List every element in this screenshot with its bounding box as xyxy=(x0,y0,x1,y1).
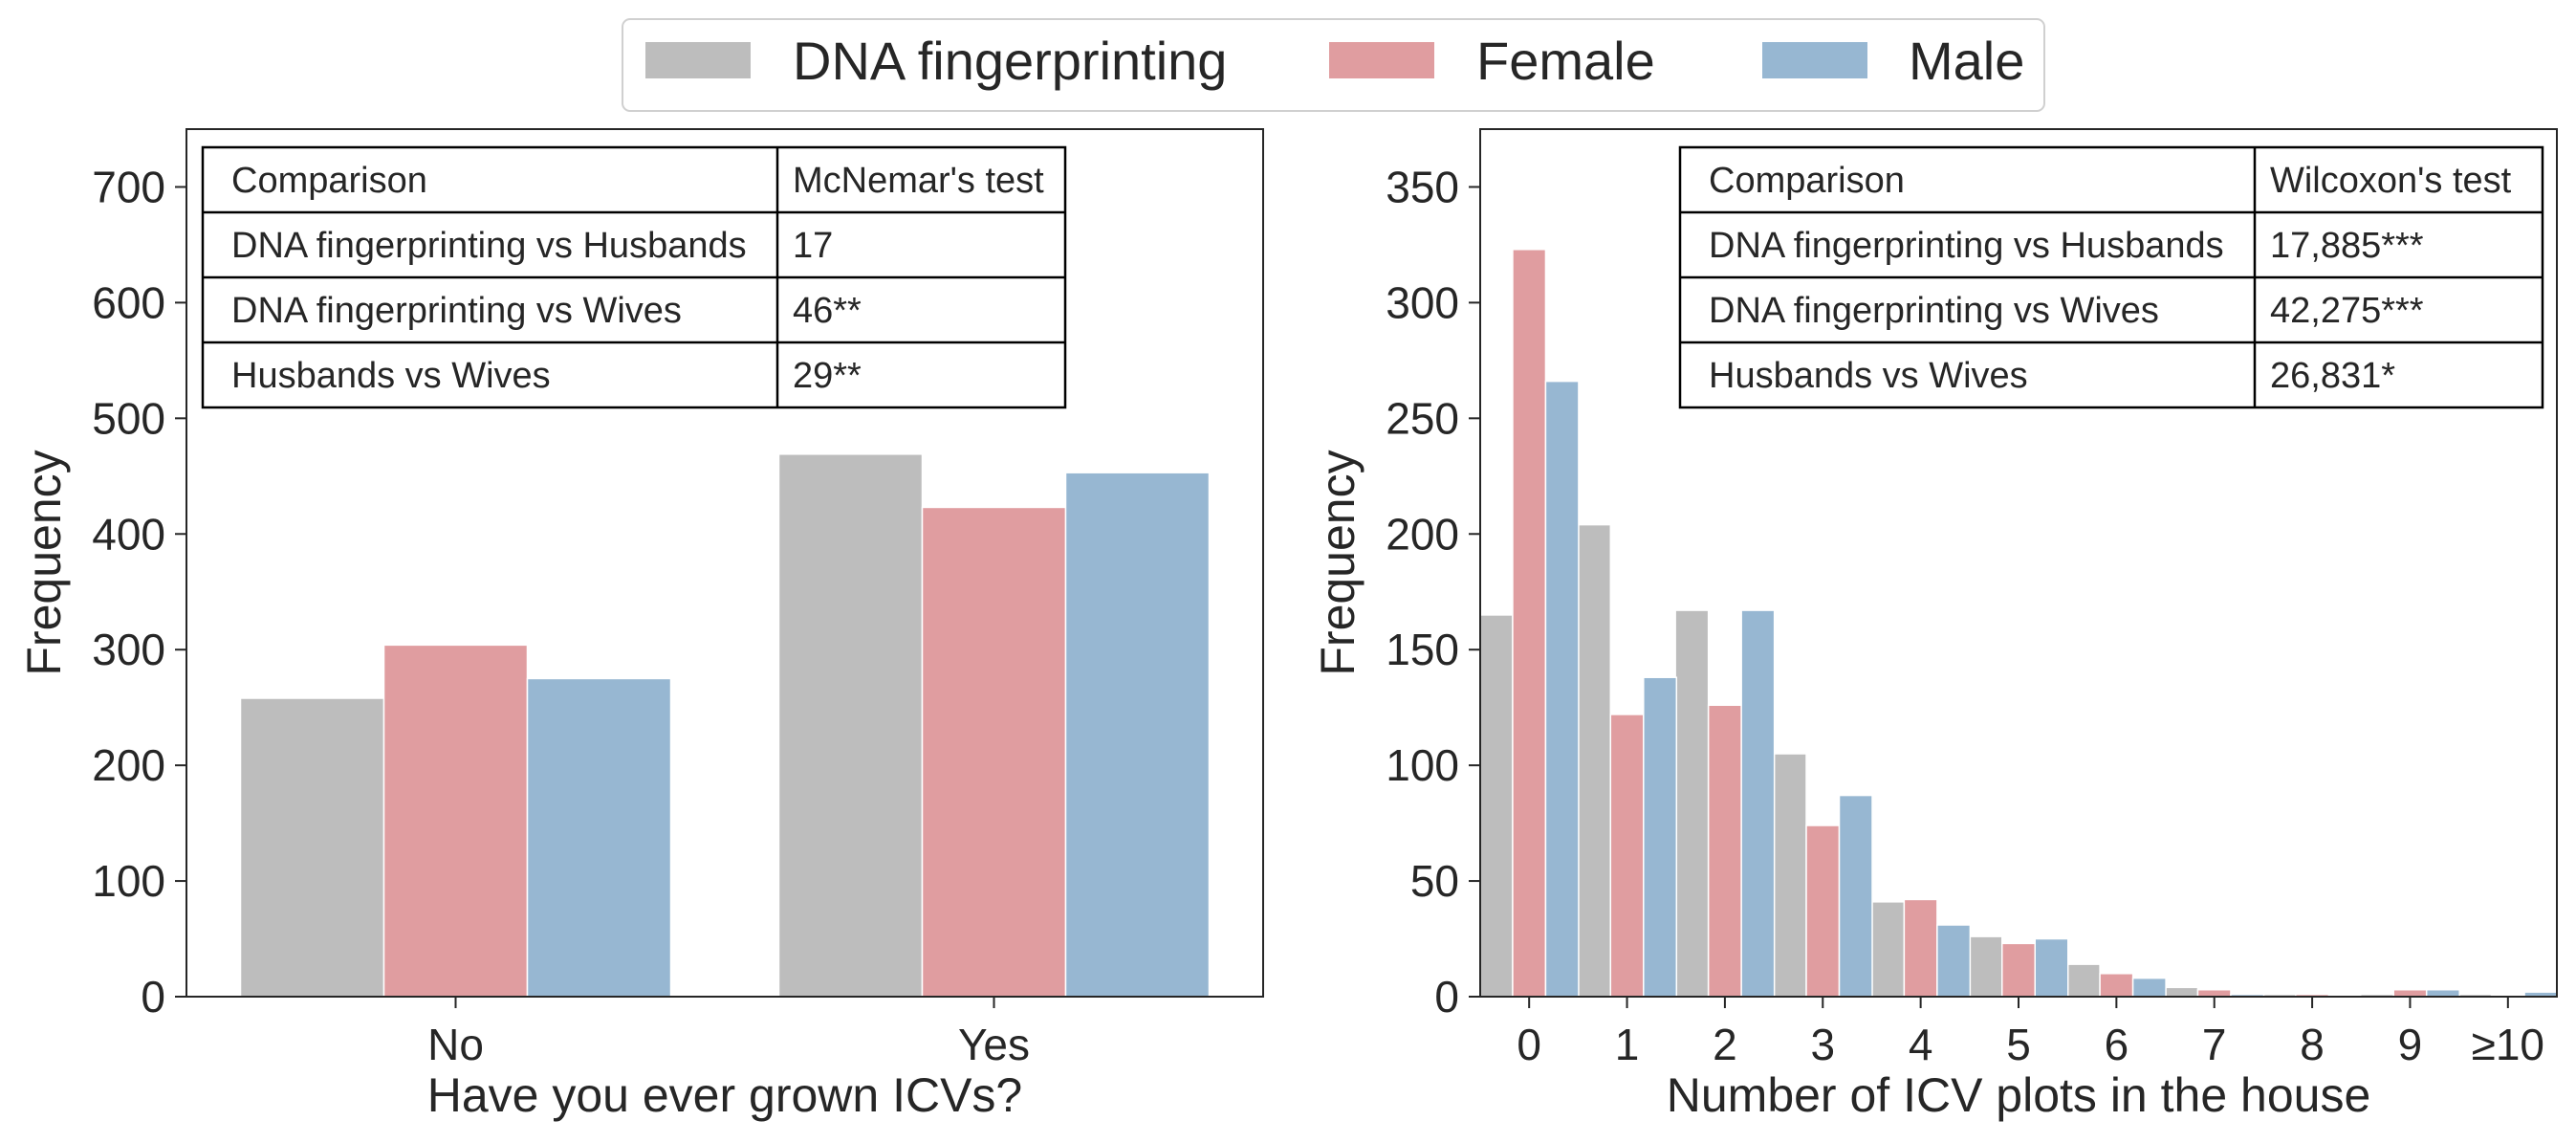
y-tick-label: 0 xyxy=(1434,972,1459,1022)
legend: DNA fingerprinting Female Male xyxy=(622,18,2045,112)
y-tick-label: 150 xyxy=(1386,625,1459,674)
y-tick-label: 50 xyxy=(1410,856,1459,906)
x-tick-label: ≥10 xyxy=(2472,1020,2544,1069)
table-header-cell: Comparison xyxy=(1709,161,1905,201)
table-cell: 17,885*** xyxy=(2270,226,2424,266)
table-header-cell: Comparison xyxy=(231,161,427,201)
y-tick-label: 0 xyxy=(141,972,165,1022)
y-tick-label: 500 xyxy=(92,393,165,443)
y-tick-label: 600 xyxy=(92,277,165,327)
x-tick-label: 6 xyxy=(2105,1020,2129,1069)
bar-dna-fingerprinting-1 xyxy=(1577,523,1612,998)
bar-dna-fingerprinting-4 xyxy=(1870,901,1906,998)
x-tick-label: 1 xyxy=(1615,1020,1640,1069)
y-tick-label: 200 xyxy=(92,740,165,790)
table-cell: 26,831* xyxy=(2270,356,2395,396)
bar-male-2 xyxy=(1740,609,1776,998)
chart-panel-1: 0 50 100 150 200 250 300 350 0 1 2 3 4 5 6 7 8 9 ≥10 Number… xyxy=(1311,128,2559,1122)
table-cell: DNA fingerprinting vs Wives xyxy=(231,291,682,331)
bar-male-No xyxy=(526,677,672,998)
bar-female-1 xyxy=(1609,714,1645,998)
x-tick-label: No xyxy=(427,1020,484,1069)
table-cell: DNA fingerprinting vs Husbands xyxy=(1709,226,2224,266)
x-tick-label: 3 xyxy=(1810,1020,1835,1069)
x-tick-label: 0 xyxy=(1517,1020,1541,1069)
bar-female-3 xyxy=(1805,824,1841,998)
bar-female-0 xyxy=(1512,249,1547,998)
plot-frame xyxy=(186,128,1264,998)
bar-dna-fingerprinting-Yes xyxy=(777,453,924,998)
bar-female-Yes xyxy=(921,506,1067,998)
bar-male-0 xyxy=(1544,380,1580,998)
table-cell: 46** xyxy=(793,291,862,331)
y-tick-label: 400 xyxy=(92,509,165,559)
y-tick-label: 200 xyxy=(1386,509,1459,559)
bar-male-9 xyxy=(2425,988,2460,998)
legend-label-1: Female xyxy=(1476,31,1655,91)
table-cell: 42,275*** xyxy=(2270,291,2424,331)
bar-male-4 xyxy=(1936,924,1972,998)
x-tick-label: Yes xyxy=(958,1020,1030,1069)
table-header-cell: Wilcoxon's test xyxy=(2270,161,2512,201)
bar-dna-fingerprinting-3 xyxy=(1772,753,1807,998)
x-tick-label: 2 xyxy=(1713,1020,1737,1069)
y-axis-label: Frequency xyxy=(1311,450,1364,675)
table-cell: Husbands vs Wives xyxy=(231,356,551,396)
y-axis-label: Frequency xyxy=(17,450,71,675)
legend-label-2: Male xyxy=(1909,31,2024,91)
table-cell: 17 xyxy=(793,226,833,266)
x-tick-label: 7 xyxy=(2202,1020,2227,1069)
stats-table: Comparison McNemar's test DNA fingerprinti… xyxy=(201,145,1067,409)
bar-dna-fingerprinting-0 xyxy=(1478,614,1514,998)
bar-dna-fingerprinting-7 xyxy=(2164,986,2199,998)
legend-swatch-1 xyxy=(1329,42,1434,78)
bar-dna-fingerprinting-6 xyxy=(2065,963,2101,998)
x-tick-label: 5 xyxy=(2006,1020,2031,1069)
y-tick-label: 300 xyxy=(92,625,165,674)
y-tick-label: 350 xyxy=(1386,162,1459,211)
legend-swatch-0 xyxy=(645,42,751,78)
y-tick-label: 700 xyxy=(92,162,165,211)
bar-dna-fingerprinting-2 xyxy=(1674,609,1710,998)
x-axis-label: Have you ever grown ICVs? xyxy=(427,1068,1023,1122)
table-cell: DNA fingerprinting vs Wives xyxy=(1709,291,2159,331)
bar-male-Yes xyxy=(1064,472,1211,998)
bar-female-9 xyxy=(2392,988,2428,998)
x-tick-label: 9 xyxy=(2398,1020,2423,1069)
bar-female-2 xyxy=(1707,704,1742,998)
y-tick-label: 100 xyxy=(92,856,165,906)
x-tick-label: 4 xyxy=(1909,1020,1933,1069)
bar-male-3 xyxy=(1838,794,1873,998)
y-tick-label: 300 xyxy=(1386,277,1459,327)
legend-label-0: DNA fingerprinting xyxy=(793,31,1227,91)
bar-dna-fingerprinting-5 xyxy=(1968,935,2003,998)
bar-male-1 xyxy=(1643,676,1678,998)
x-tick-label: 8 xyxy=(2300,1020,2325,1069)
y-tick-label: 250 xyxy=(1386,393,1459,443)
legend-swatch-2 xyxy=(1762,42,1867,78)
table-cell: DNA fingerprinting vs Husbands xyxy=(231,226,747,266)
table-header-cell: McNemar's test xyxy=(793,161,1044,201)
table-cell: 29** xyxy=(793,356,862,396)
stats-table: Comparison Wilcoxon's test DNA fingerprint… xyxy=(1678,145,2544,409)
bar-female-6 xyxy=(2099,973,2134,998)
bar-male-6 xyxy=(2131,977,2167,998)
x-axis-label: Number of ICV plots in the house xyxy=(1667,1068,2371,1122)
bar-female-5 xyxy=(2001,942,2036,998)
bar-dna-fingerprinting-No xyxy=(239,697,385,998)
table-cell: Husbands vs Wives xyxy=(1709,356,2028,396)
bar-female-7 xyxy=(2196,988,2232,998)
bar-male-5 xyxy=(2034,937,2069,998)
bar-female-4 xyxy=(1903,898,1938,998)
y-tick-label: 100 xyxy=(1386,740,1459,790)
bar-female-No xyxy=(382,644,529,998)
